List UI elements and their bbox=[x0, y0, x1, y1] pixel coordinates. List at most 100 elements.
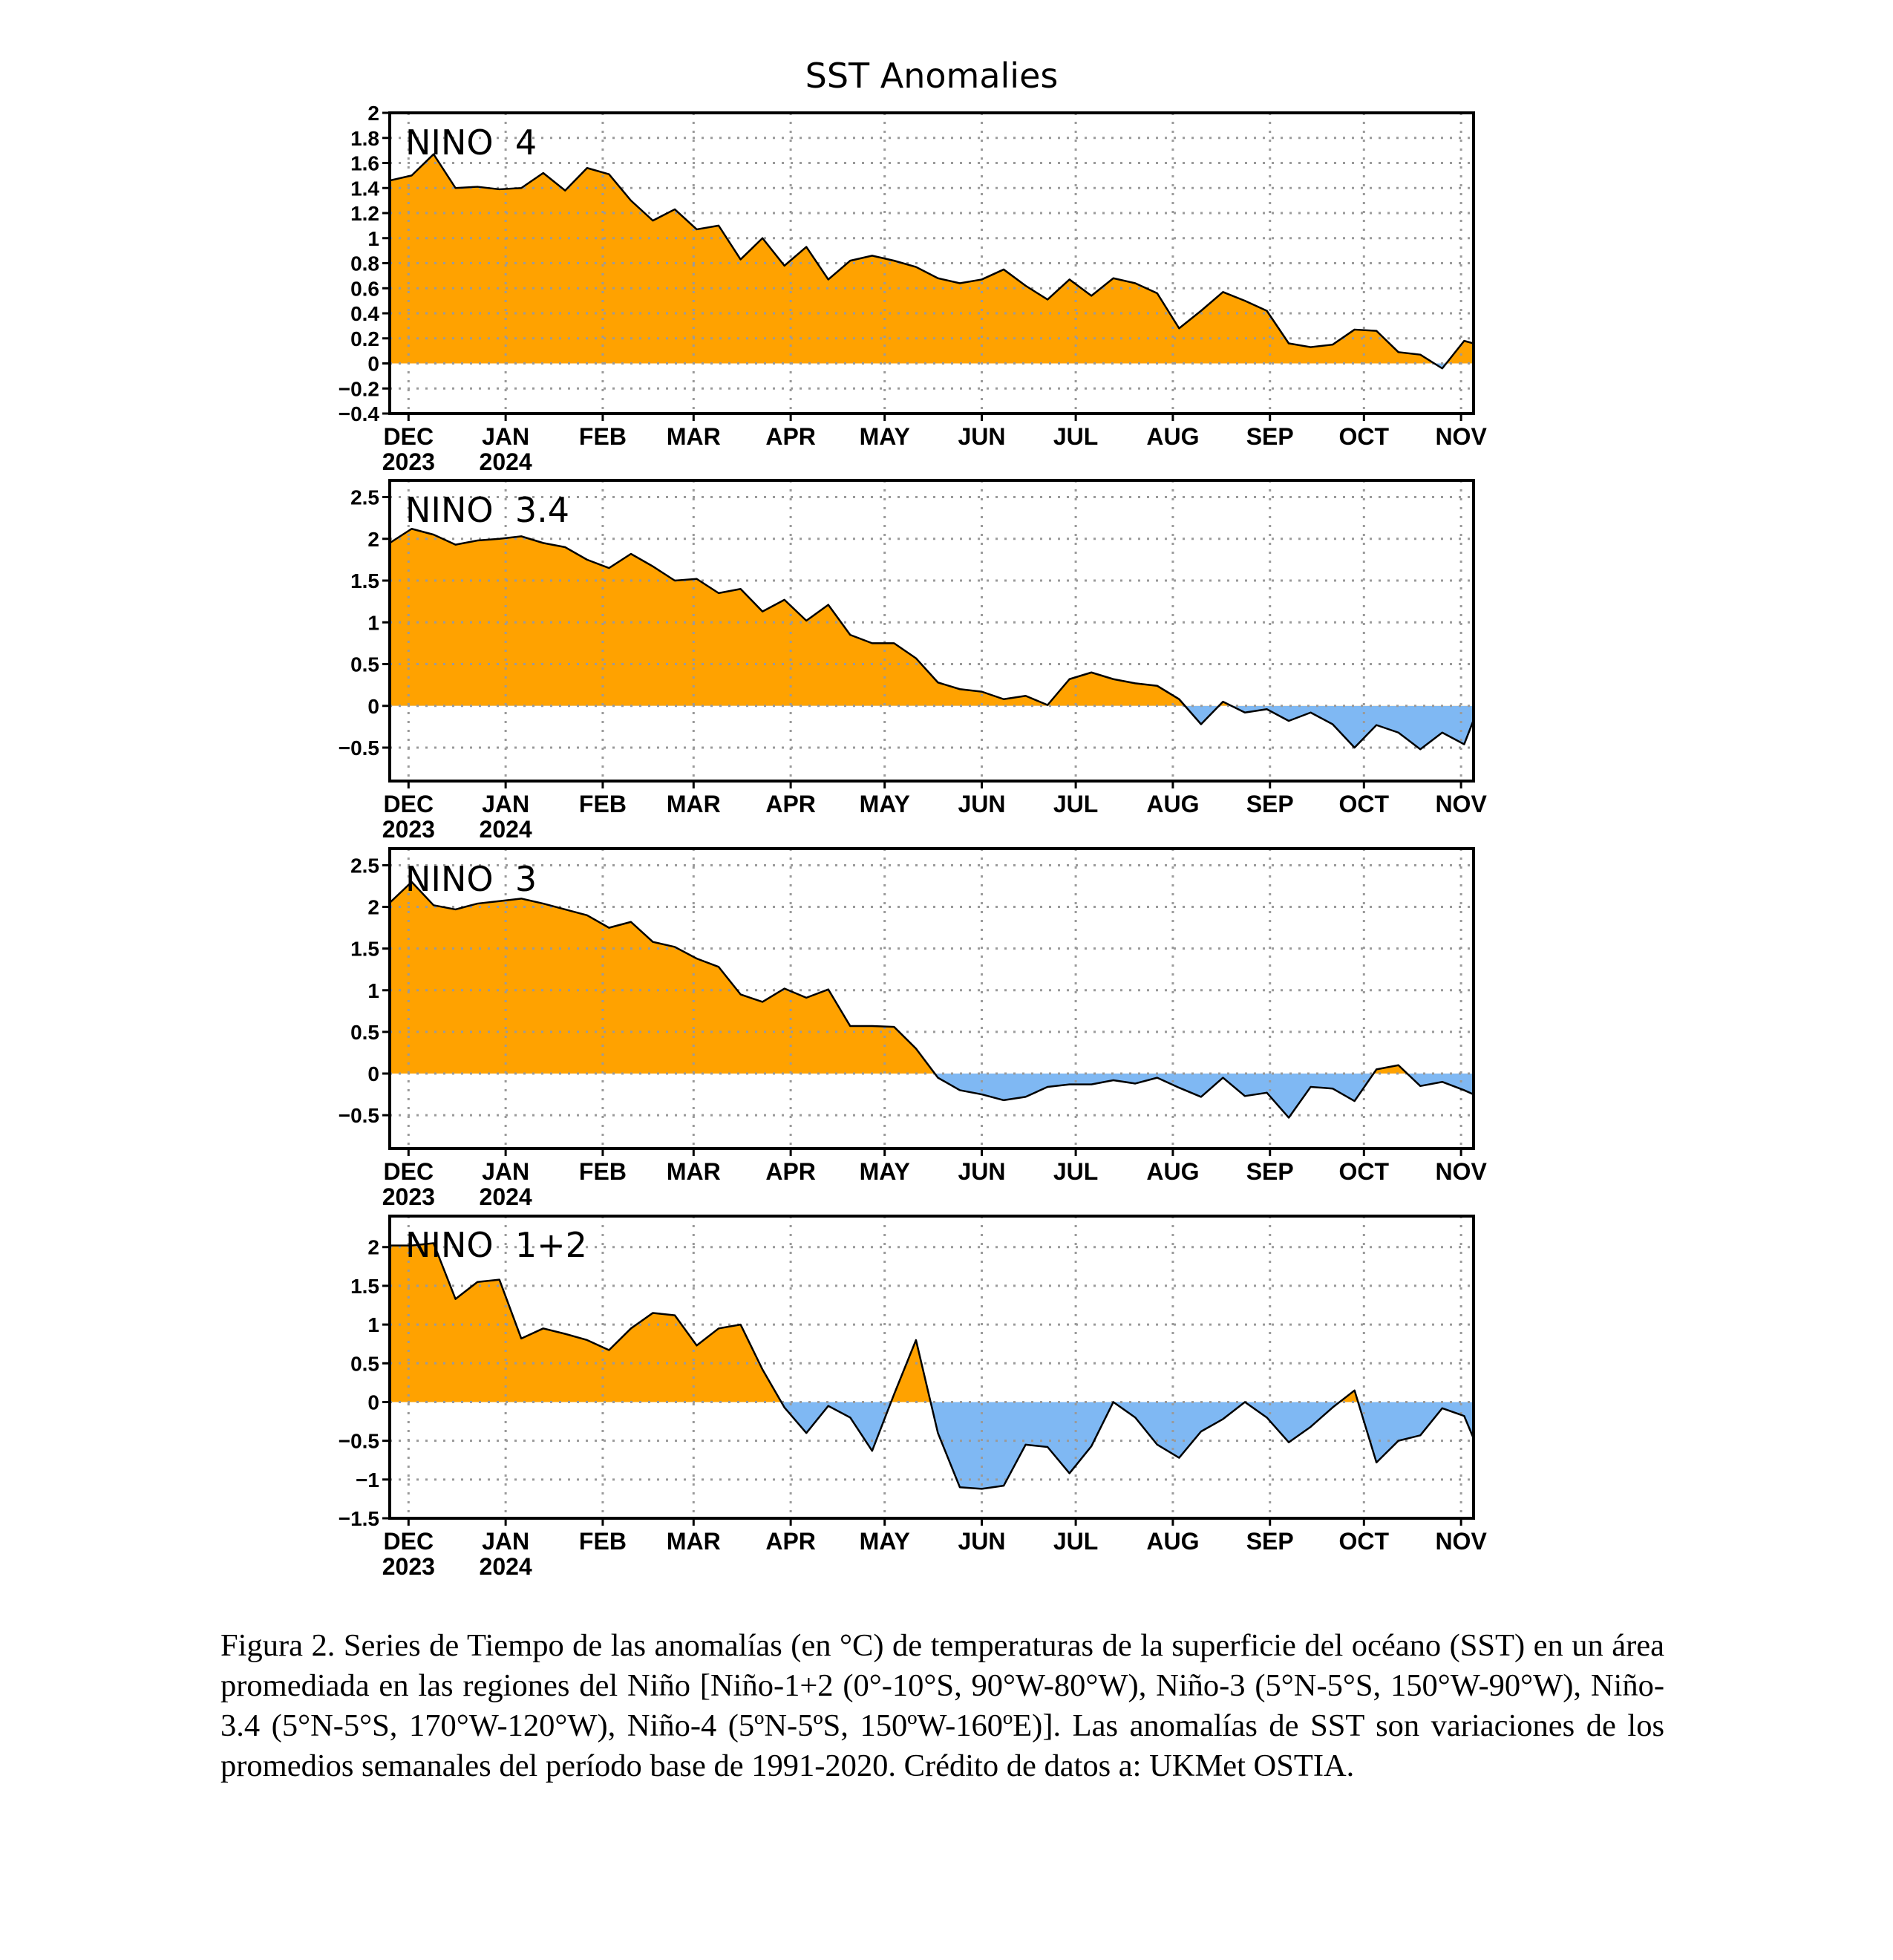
x-tick-label: AUG bbox=[1146, 1158, 1199, 1185]
x-tick-label: OCT bbox=[1339, 423, 1390, 450]
y-tick-label: 1.5 bbox=[350, 1275, 379, 1298]
x-tick-label: NOV bbox=[1435, 1158, 1487, 1185]
x-tick-label: AUG bbox=[1146, 791, 1199, 817]
plot-frame bbox=[388, 1215, 1475, 1520]
sst-anomalies-figure: SST Anomalies 2 1.8 1.6 1.4 1.2 1 0.8 0.6 0.4 0.2… bbox=[339, 56, 1488, 1580]
y-tick-label: −0.5 bbox=[339, 1430, 379, 1453]
x-year-label: 2024 bbox=[480, 448, 532, 475]
y-tick-label: 0.8 bbox=[350, 252, 379, 275]
y-tick-label: 0.6 bbox=[350, 277, 379, 300]
x-tick-label: SEP bbox=[1246, 791, 1294, 817]
y-tick-label: 1 bbox=[367, 1313, 379, 1336]
panel-label: NINO 3 bbox=[405, 859, 537, 899]
y-tick-label: −0.5 bbox=[339, 1104, 379, 1127]
y-tick-label: 0 bbox=[367, 1391, 379, 1414]
x-tick-label: JUN bbox=[958, 791, 1006, 817]
y-tick-label: 2 bbox=[367, 1236, 379, 1259]
x-tick-label: FEB bbox=[579, 423, 627, 450]
y-tick-label: −0.4 bbox=[339, 402, 380, 425]
x-tick-label: JUL bbox=[1053, 1158, 1098, 1185]
y-tick-label: 0 bbox=[367, 695, 379, 718]
x-tick-label: JUL bbox=[1053, 423, 1098, 450]
x-tick-label: NOV bbox=[1435, 423, 1487, 450]
x-year-label: 2023 bbox=[382, 448, 435, 475]
y-tick-label: 2.5 bbox=[350, 854, 379, 877]
y-tick-label: 0.5 bbox=[350, 1352, 379, 1375]
negative-anomaly-area bbox=[390, 1074, 1474, 1118]
x-tick-label: NOV bbox=[1435, 791, 1487, 817]
x-tick-label: JAN bbox=[482, 1528, 529, 1555]
x-year-label: 2023 bbox=[382, 1553, 435, 1580]
x-tick-label: AUG bbox=[1146, 1528, 1199, 1555]
x-tick-label: JUL bbox=[1053, 1528, 1098, 1555]
x-year-label: 2024 bbox=[480, 1553, 532, 1580]
area-fills bbox=[390, 154, 1474, 369]
panel-label: NINO 1+2 bbox=[405, 1225, 587, 1265]
x-tick-label: MAY bbox=[860, 423, 910, 450]
panel-label: NINO 3.4 bbox=[405, 490, 569, 530]
y-tick-label: 0 bbox=[367, 353, 379, 376]
y-tick-label: 2 bbox=[367, 102, 379, 125]
x-tick-label: FEB bbox=[579, 1528, 627, 1555]
x-year-label: 2024 bbox=[480, 1183, 532, 1210]
x-tick-label: NOV bbox=[1435, 1528, 1487, 1555]
x-year-label: 2024 bbox=[480, 816, 532, 843]
x-year-label: 2023 bbox=[382, 1183, 435, 1210]
y-tick-label: −0.5 bbox=[339, 736, 379, 760]
x-tick-label: JAN bbox=[482, 1158, 529, 1185]
negative-anomaly-area bbox=[390, 705, 1474, 750]
y-tick-label: 0.5 bbox=[350, 653, 379, 676]
y-tick-label: 1.5 bbox=[350, 569, 379, 592]
y-tick-label: 2 bbox=[367, 528, 379, 551]
figure-caption: Figura 2. Series de Tiempo de las anomal… bbox=[220, 1628, 1664, 1783]
plot-frame bbox=[388, 847, 1475, 1150]
x-tick-label: SEP bbox=[1246, 1528, 1294, 1555]
gridlines bbox=[390, 113, 1474, 414]
y-tick-label: 1.8 bbox=[350, 127, 379, 150]
x-tick-label: DEC bbox=[384, 791, 434, 817]
x-tick-label: AUG bbox=[1146, 423, 1199, 450]
x-tick-label: DEC bbox=[384, 1528, 434, 1555]
y-tick-label: 1 bbox=[367, 611, 379, 634]
x-tick-label: APR bbox=[765, 1158, 816, 1185]
x-tick-label: JUN bbox=[958, 1158, 1006, 1185]
series-line bbox=[390, 1242, 1474, 1490]
x-tick-label: JAN bbox=[482, 791, 529, 817]
y-tick-label: 0.4 bbox=[350, 302, 379, 325]
y-tick-label: 1 bbox=[367, 227, 379, 250]
positive-anomaly-area bbox=[390, 881, 1474, 1074]
y-tick-label: 1.4 bbox=[350, 177, 379, 200]
x-tick-label: APR bbox=[765, 791, 816, 817]
x-tick-label: OCT bbox=[1339, 1528, 1390, 1555]
x-year-label: 2023 bbox=[382, 816, 435, 843]
x-tick-label: OCT bbox=[1339, 1158, 1390, 1185]
y-tick-label: −1.5 bbox=[339, 1507, 379, 1530]
series-line bbox=[390, 881, 1474, 1119]
y-tick-label: 0.2 bbox=[350, 327, 379, 350]
y-tick-label: 1 bbox=[367, 979, 379, 1002]
y-tick-label: 0 bbox=[367, 1062, 379, 1085]
positive-anomaly-area bbox=[390, 1243, 1474, 1402]
chart-panels: 21.81.61.41.210.80.60.40.20−0.2−0.4DEC20… bbox=[339, 102, 1488, 1580]
area-fills bbox=[390, 881, 1474, 1118]
positive-anomaly-area bbox=[390, 154, 1474, 364]
x-tick-label: JAN bbox=[482, 423, 529, 450]
sst-anomalies-chart: SST Anomalies 21.81.61.41.210.80.60.40.2… bbox=[339, 56, 1488, 1580]
series-line bbox=[390, 153, 1474, 370]
x-tick-label: DEC bbox=[384, 1158, 434, 1185]
x-tick-label: SEP bbox=[1246, 423, 1294, 450]
x-tick-label: APR bbox=[765, 423, 816, 450]
y-tick-label: −0.2 bbox=[339, 377, 379, 400]
x-tick-label: DEC bbox=[384, 423, 434, 450]
panel-nino-4: 21.81.61.41.210.80.60.40.20−0.2−0.4DEC20… bbox=[339, 102, 1488, 475]
gridlines bbox=[390, 849, 1474, 1149]
negative-anomaly-area bbox=[781, 1402, 1474, 1489]
x-tick-label: JUN bbox=[958, 1528, 1006, 1555]
x-tick-label: FEB bbox=[579, 791, 627, 817]
area-fills bbox=[390, 529, 1474, 750]
x-tick-label: SEP bbox=[1246, 1158, 1294, 1185]
y-tick-label: 1.6 bbox=[350, 152, 379, 175]
y-tick-label: 1.5 bbox=[350, 938, 379, 961]
x-tick-label: JUN bbox=[958, 423, 1006, 450]
